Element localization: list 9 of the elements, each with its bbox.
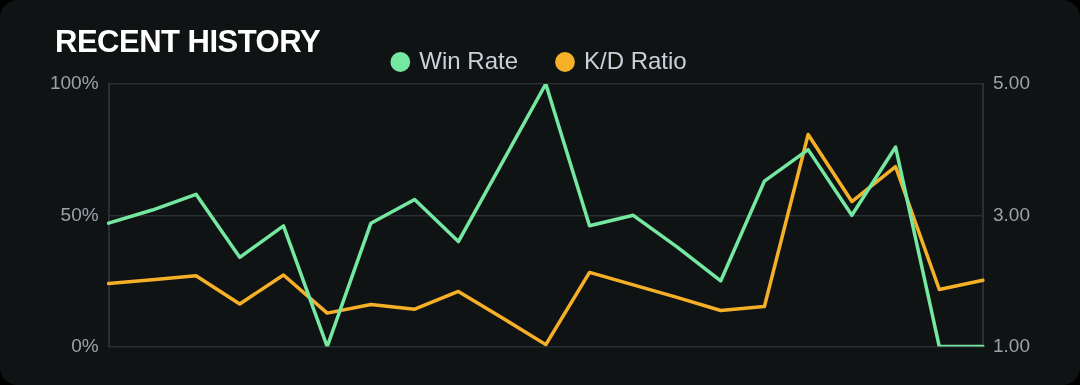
y-tick-label: 50%	[60, 203, 99, 225]
y-tick-label: 0%	[71, 334, 99, 356]
y-tick-label: 100%	[49, 72, 99, 94]
y2-tick-label: 1.00	[993, 334, 1030, 356]
legend-label: K/D Ratio	[584, 46, 687, 74]
legend-label: Win Rate	[419, 46, 518, 74]
y2-tick-label: 3.00	[993, 203, 1030, 225]
chart-title: RECENT HISTORY	[55, 24, 321, 60]
y2-tick-label: 5.00	[993, 72, 1030, 94]
